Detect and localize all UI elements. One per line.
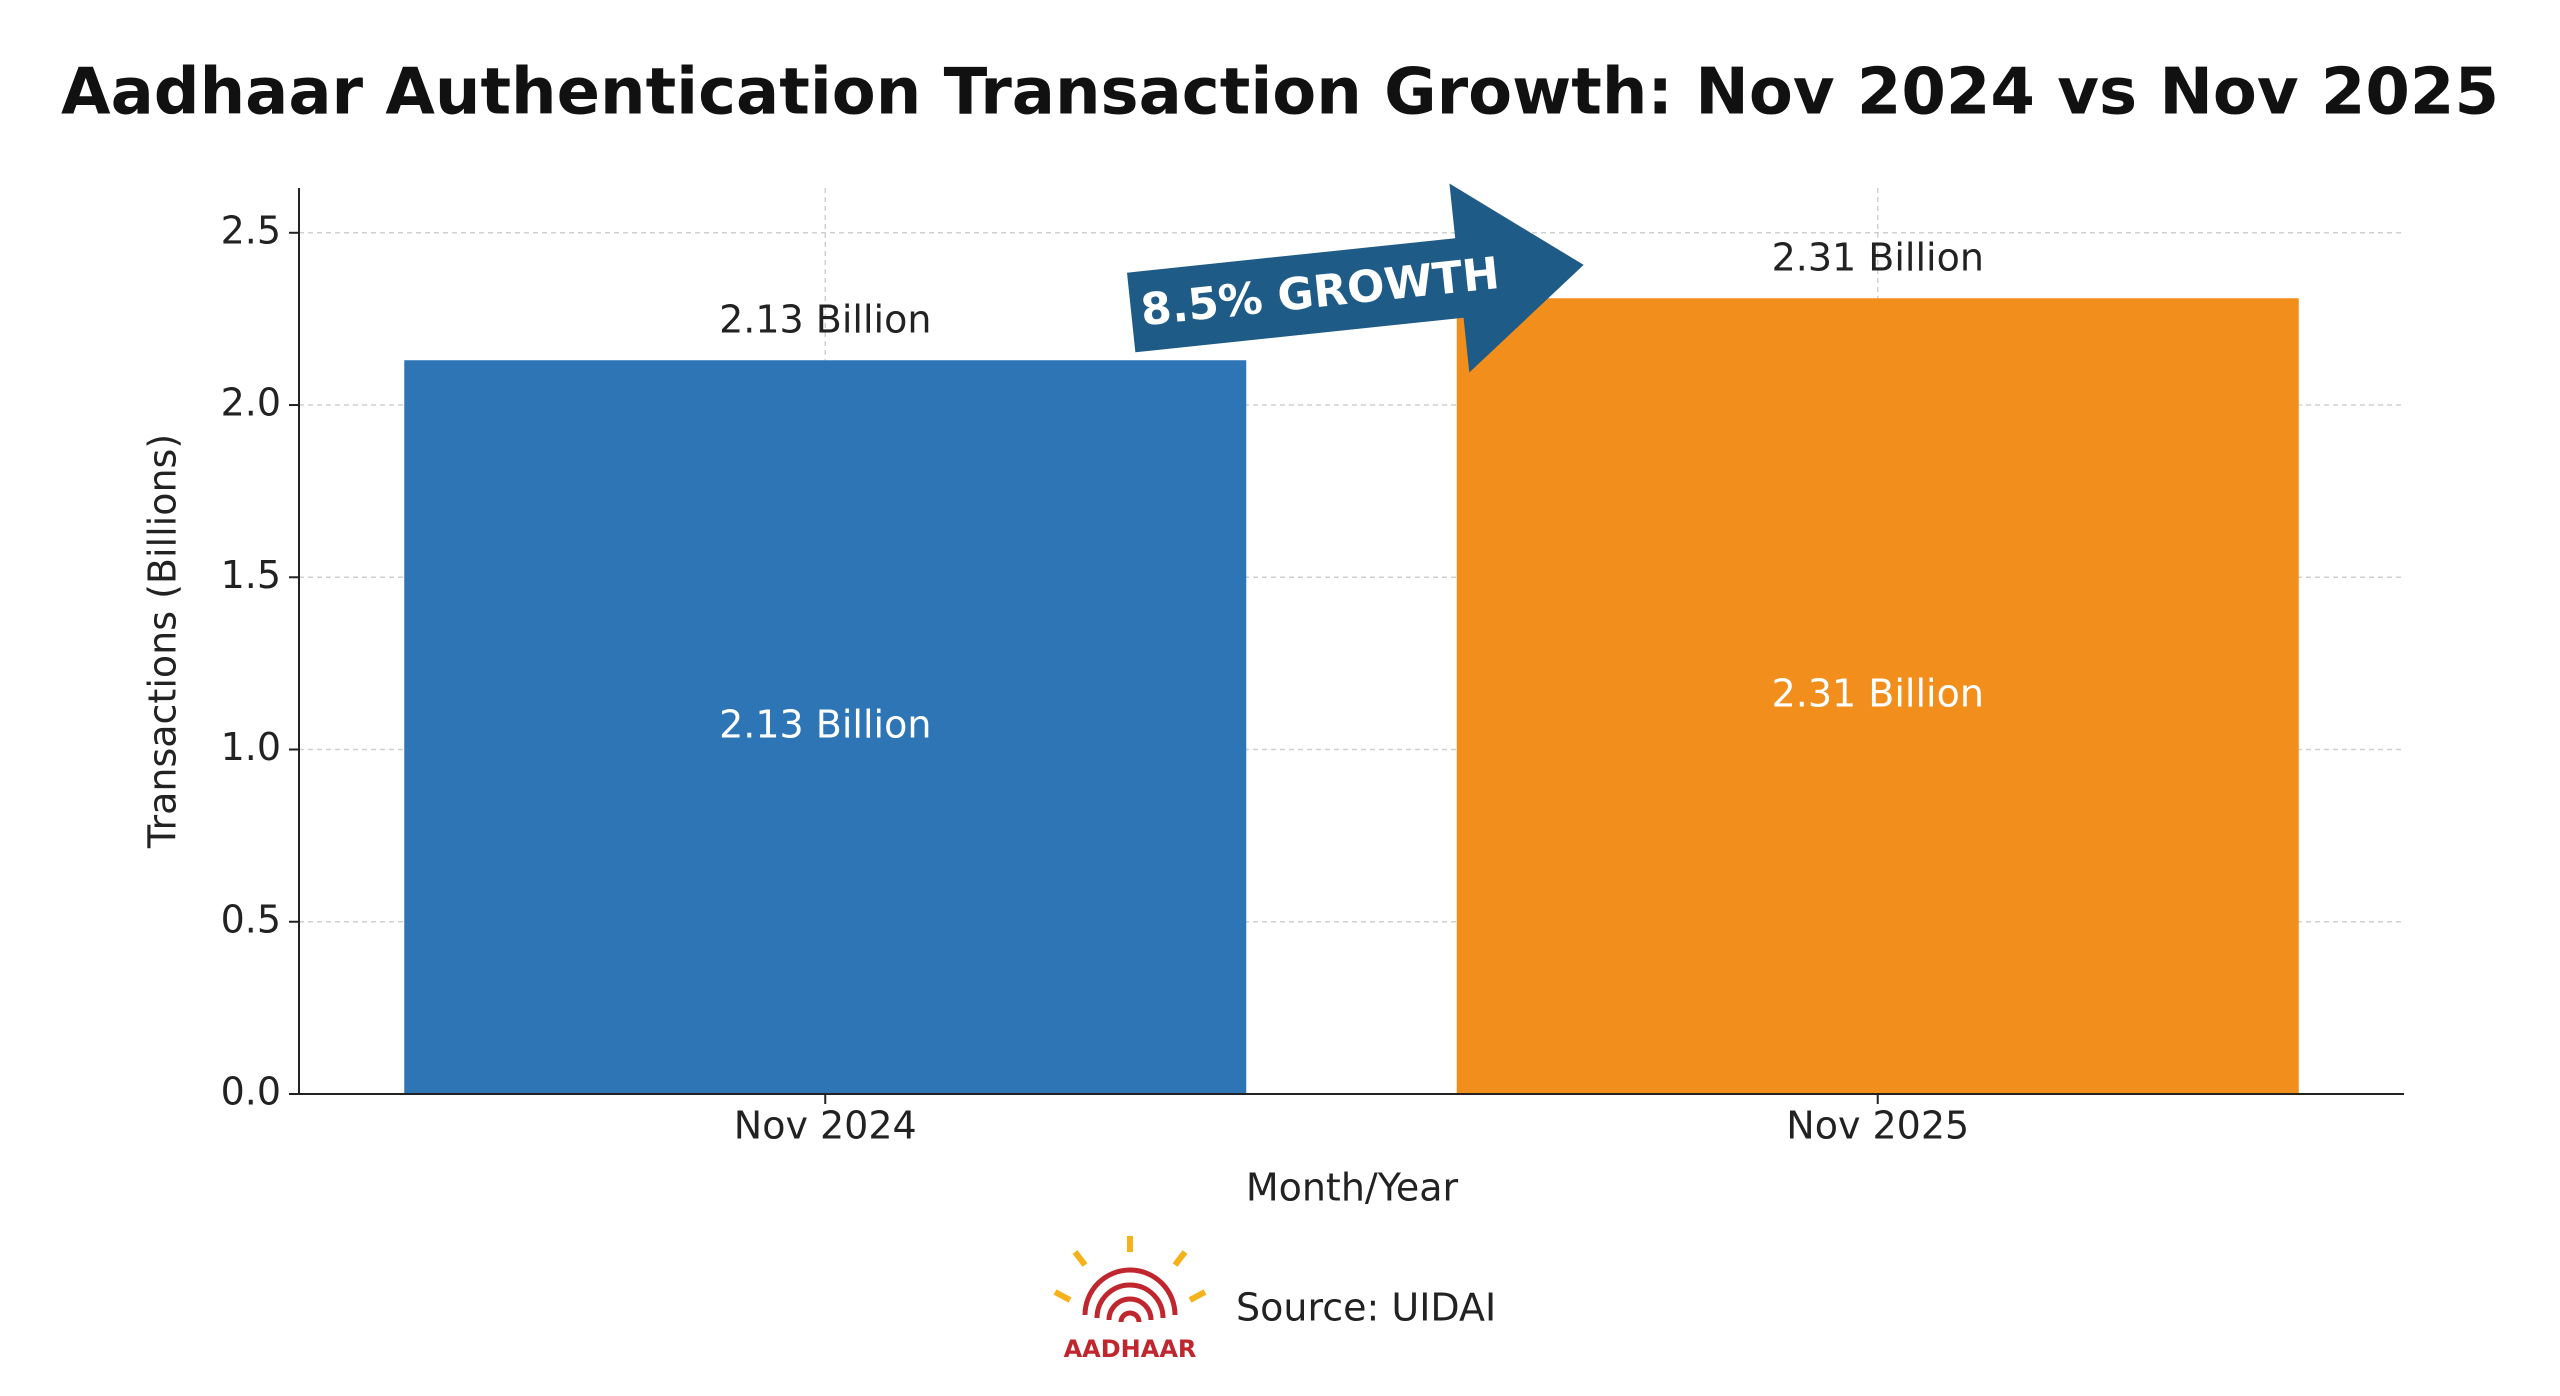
bar: [1456, 298, 2299, 1095]
y-tick-label: 0.5: [221, 897, 281, 941]
logo-text: AADHAAR: [1064, 1335, 1197, 1363]
arrow-shape: [1126, 183, 1584, 373]
value-label-inner: 2.31 Billion: [1772, 672, 1984, 716]
value-label-inner: 2.13 Billion: [719, 703, 931, 747]
y-tick-label: 2.0: [221, 381, 281, 425]
y-tick-label: 1.0: [221, 725, 281, 769]
plot-area: 0.0 0.5 1.0 1.5 2.0 2.5 2.13 Billion 2.13 Billi…: [221, 188, 2404, 1148]
y-tick-label: 1.5: [221, 553, 281, 597]
x-tick-label: Nov 2025: [1786, 1104, 1969, 1148]
x-tick-label: Nov 2024: [734, 1104, 917, 1148]
chart-title: Aadhaar Authentication Transaction Growt…: [61, 56, 2499, 130]
value-label: 2.13 Billion: [719, 298, 931, 342]
logo: AADHAAR: [1053, 1236, 1207, 1363]
bar: [404, 360, 1247, 1094]
x-axis-label: Month/Year: [1246, 1166, 1459, 1210]
y-tick-label: 0.0: [221, 1070, 281, 1114]
y-axis-label: Transactions (Billions): [141, 434, 185, 849]
y-tick-label: 2.5: [221, 208, 281, 252]
source: Source: UIDAI: [1236, 1286, 1496, 1330]
value-label: 2.31 Billion: [1772, 236, 1984, 280]
